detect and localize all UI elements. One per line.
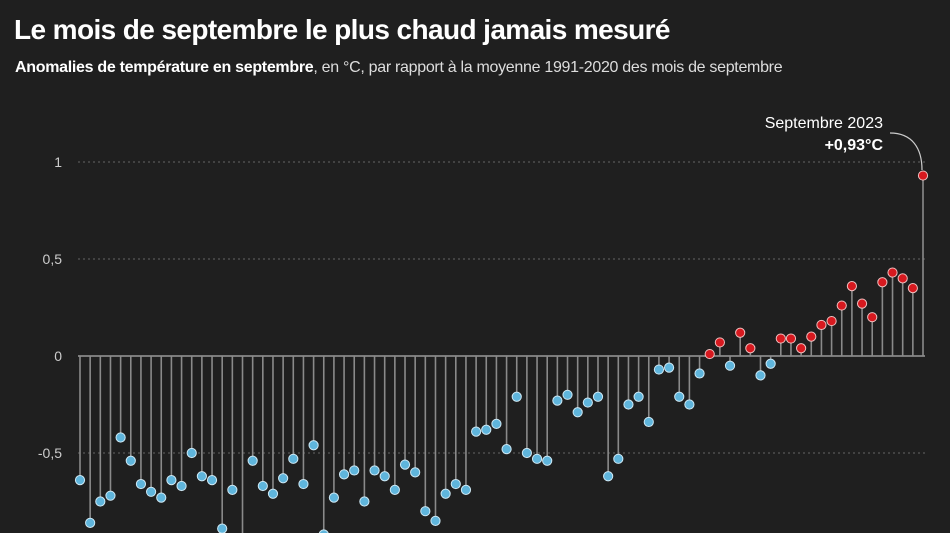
data-point	[531, 453, 543, 464]
data-point	[846, 281, 858, 292]
data-point	[775, 333, 786, 344]
data-point	[166, 475, 177, 486]
data-point	[724, 360, 736, 371]
data-point	[714, 337, 725, 348]
data-point	[227, 484, 238, 495]
data-point	[308, 440, 319, 451]
data-point	[907, 283, 918, 294]
data-point	[389, 484, 400, 495]
y-tick-label: -0,5	[38, 445, 62, 461]
annotation-leader	[889, 132, 923, 171]
data-point	[359, 496, 370, 507]
data-point	[735, 327, 746, 338]
stems	[79, 175, 924, 533]
data-point	[338, 469, 350, 480]
data-point	[755, 370, 766, 381]
subtitle-bold: Anomalies de température en septembre	[15, 59, 314, 76]
grid: 1 0,5 0 -0,5	[38, 154, 925, 461]
data-point	[765, 358, 776, 369]
data-point	[430, 515, 441, 527]
data-point	[399, 459, 411, 470]
data-point	[643, 416, 654, 428]
data-point	[176, 480, 187, 492]
data-point	[501, 444, 512, 455]
data-point	[785, 333, 797, 344]
y-tick-label: 0	[54, 348, 62, 364]
annotation-value: +0,93°C	[825, 137, 884, 154]
data-point	[623, 399, 634, 410]
data-point	[562, 389, 573, 400]
data-point	[836, 300, 847, 311]
data-point	[704, 348, 715, 360]
data-point	[745, 343, 756, 354]
data-point	[74, 475, 86, 486]
data-point	[542, 455, 553, 466]
data-point	[603, 471, 614, 482]
data-point	[369, 465, 380, 476]
dots	[74, 170, 929, 533]
data-point	[897, 273, 908, 284]
data-point	[420, 506, 431, 517]
data-point	[796, 343, 807, 354]
data-point	[379, 471, 390, 482]
annotation: Septembre 2023 +0,93°C	[765, 115, 923, 171]
data-point	[684, 399, 695, 410]
subtitle-rest: , en °C, par rapport à la moyenne 1991-2…	[313, 59, 783, 76]
data-point	[440, 488, 451, 499]
data-point	[806, 331, 817, 342]
data-point	[917, 170, 929, 181]
data-point	[460, 484, 472, 495]
data-point	[572, 407, 583, 418]
data-point	[328, 492, 340, 503]
data-point	[653, 364, 665, 375]
data-point	[85, 517, 96, 528]
data-point	[125, 455, 136, 466]
data-point	[206, 475, 218, 486]
data-point	[247, 455, 258, 466]
data-point	[816, 319, 827, 331]
data-point	[582, 397, 593, 408]
data-point	[613, 453, 624, 464]
data-point	[95, 496, 106, 507]
data-point	[481, 424, 492, 435]
data-point	[674, 391, 685, 402]
data-point	[887, 267, 898, 278]
data-point	[186, 447, 197, 459]
data-point	[633, 391, 644, 402]
data-point	[450, 478, 461, 490]
annotation-label: Septembre 2023	[765, 115, 883, 132]
data-point	[826, 315, 837, 327]
data-point	[267, 488, 279, 499]
data-point	[196, 471, 207, 482]
data-point	[663, 362, 675, 373]
data-point	[694, 368, 705, 379]
chart-title: Le mois de septembre le plus chaud jamai…	[14, 14, 671, 45]
data-point	[410, 467, 421, 478]
data-point	[156, 492, 167, 503]
data-point	[298, 478, 309, 490]
data-point	[217, 523, 228, 533]
data-point	[318, 529, 329, 533]
data-point	[257, 480, 268, 492]
data-point	[145, 486, 157, 497]
data-point	[592, 391, 604, 402]
chart-subtitle: Anomalies de température en septembre, e…	[15, 59, 783, 77]
data-point	[491, 418, 502, 429]
data-point	[521, 447, 532, 459]
data-point	[278, 473, 289, 484]
data-point	[867, 312, 878, 323]
data-point	[349, 465, 360, 476]
data-point	[471, 426, 482, 437]
data-point	[288, 453, 299, 464]
data-point	[856, 298, 868, 309]
data-point	[511, 391, 522, 402]
data-point	[552, 395, 563, 406]
data-point	[877, 277, 888, 288]
data-point	[135, 478, 147, 490]
y-tick-label: 1	[54, 154, 62, 170]
y-tick-label: 0,5	[43, 251, 63, 267]
data-point	[115, 432, 126, 443]
data-point	[105, 490, 116, 501]
